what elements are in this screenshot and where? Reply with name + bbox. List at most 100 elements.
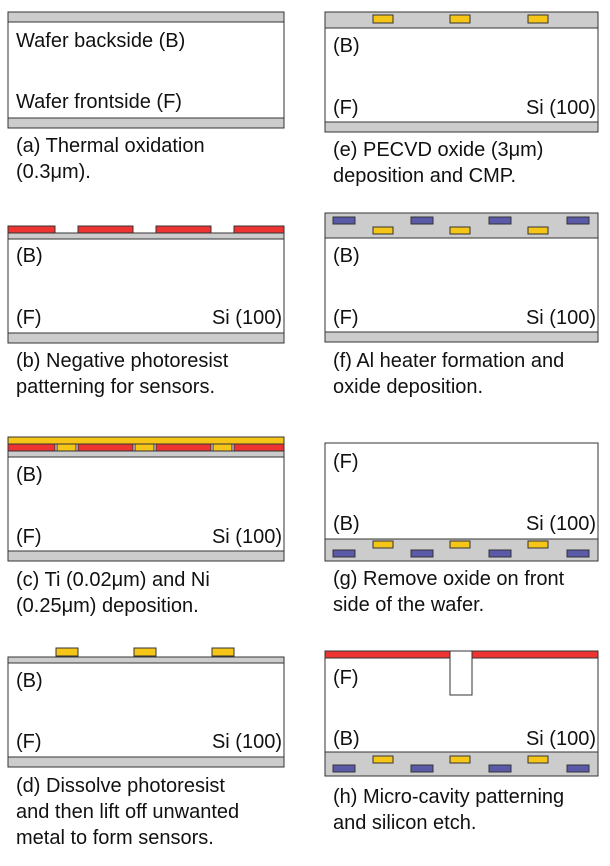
al-heater [488,764,512,773]
material-label: Si (100) [212,526,282,548]
sensor [372,226,394,235]
caption-line: patterning for sensors. [16,376,215,398]
caption-line: (c) Ti (0.02μm) and Ni [16,569,210,591]
al-heater [332,764,356,773]
caption-line: (h) Micro-cavity patterning [333,786,564,808]
al-heater [566,764,590,773]
top-oxide-layer [7,232,285,240]
photoresist-segment [7,443,56,452]
caption-line: (d) Dissolve photoresist [16,775,225,797]
sensor-metal [134,443,155,452]
panel-b: (B) (F) Si (100) (b) Negative photoresist pa… [7,225,285,398]
photoresist-segment [155,225,212,234]
bottom-oxide-layer [7,756,285,768]
caption-line: and then lift off unwanted [16,801,239,823]
top-side-label: (B) [333,35,360,57]
sensor [372,540,394,549]
bottom-oxide-layer [324,331,599,343]
photoresist-segment [77,443,134,452]
bottom-side-label: (B) [333,513,360,535]
al-heater [332,216,356,225]
micro-cavity [449,650,473,696]
al-heater [332,549,356,558]
caption-line: (g) Remove oxide on front [333,568,565,590]
top-oxide-layer [7,11,285,23]
material-label: Si (100) [526,728,596,750]
photoresist-segment [233,225,285,234]
top-side-label: (B) [16,464,43,486]
panel-e: (B) (F) Si (100) (e) PECVD oxide (3μm) depos… [324,11,599,187]
caption-line: side of the wafer. [333,594,484,616]
photoresist-segment [471,650,599,659]
panel-g: (F) (B) Si (100) (g) Remove oxide on front s… [324,442,599,616]
top-side-label: Wafer backside (B) [16,30,185,52]
bottom-oxide-layer [324,121,599,133]
panel-h: (F) (B) Si (100) (h) Micro-cavity patternin… [324,650,599,834]
sensor [55,647,79,657]
al-heater [488,216,512,225]
bottom-oxide-layer [7,550,285,562]
top-side-label: (B) [16,670,43,692]
caption-line: metal to form sensors. [16,827,214,849]
material-label: Si (100) [212,731,282,753]
silicon-wafer [7,456,285,552]
top-oxide-layer [7,656,285,664]
al-heater [410,216,434,225]
bottom-oxide-layer [7,117,285,129]
caption-line: deposition and CMP. [333,165,516,187]
metal-film-layer [7,436,285,445]
sensor [449,14,471,24]
caption-line: oxide deposition. [333,376,483,398]
photoresist-segment [233,443,285,452]
material-label: Si (100) [212,307,282,329]
sensor-metal [212,443,233,452]
silicon-wafer [7,238,285,334]
silicon-wafer [324,442,599,540]
material-label: Si (100) [526,307,596,329]
sensor [449,226,471,235]
al-heater [566,216,590,225]
photoresist-segment [324,650,451,659]
bottom-side-label: (B) [333,728,360,750]
sensor [372,755,394,764]
sensor [372,14,394,24]
bottom-side-label: (F) [16,731,42,753]
panel-d: (B) (F) Si (100) (d) Dissolve photoresist an… [7,647,285,849]
sensor [527,540,549,549]
bottom-side-label: Wafer frontside (F) [16,91,182,113]
al-heater [488,549,512,558]
al-heater [410,549,434,558]
sensor [449,540,471,549]
sensor-metal [56,443,77,452]
sensor [449,755,471,764]
top-side-label: (B) [333,245,360,267]
caption-line: (a) Thermal oxidation [16,135,205,157]
al-heater [566,549,590,558]
caption-line: and silicon etch. [333,812,476,834]
top-side-label: (B) [16,245,43,267]
panel-f: (B) (F) Si (100) (f) Al heater formation an… [324,212,599,398]
silicon-wafer [7,21,285,119]
sensor [211,647,235,657]
sensor [527,755,549,764]
bottom-oxide-layer [7,332,285,344]
caption-line: (f) Al heater formation and [333,350,564,372]
top-side-label: (F) [333,451,359,473]
silicon-wafer [324,237,599,333]
caption-line: (0.3μm). [16,161,91,183]
sensor [527,14,549,24]
panel-c: (B) (F) Si (100)(c) Ti (0.02μm) and Ni (0.2… [7,436,285,617]
panel-a: Wafer backside (B) Wafer frontside (F) (a)… [7,11,285,183]
photoresist-segment [77,225,134,234]
caption-line: (b) Negative photoresist [16,350,229,372]
al-heater [410,764,434,773]
caption-line: (e) PECVD oxide (3μm) [333,139,543,161]
top-side-label: (F) [333,667,359,689]
material-label: Si (100) [526,97,596,119]
material-label: Si (100) [526,513,596,535]
bottom-side-label: (F) [16,307,42,329]
photoresist-segment [7,225,56,234]
photoresist-segment [155,443,212,452]
bottom-side-label: (F) [333,97,359,119]
